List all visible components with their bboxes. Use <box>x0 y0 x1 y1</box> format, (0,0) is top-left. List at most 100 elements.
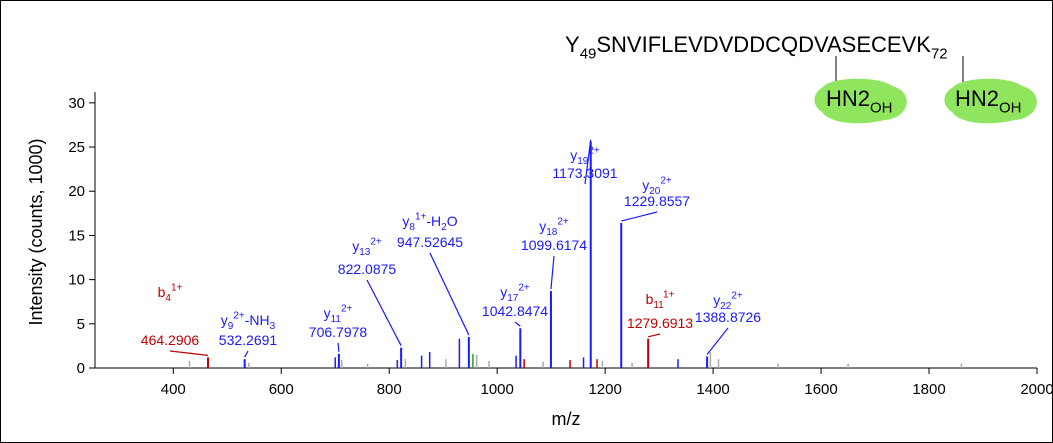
text-part: OH <box>870 100 893 117</box>
text-part: 2+ <box>660 176 672 187</box>
peak-mz: 1173.3091 <box>552 165 617 181</box>
peak-mz: 1042.8474 <box>482 303 548 319</box>
text-part: y <box>402 213 409 229</box>
text-part: y <box>642 177 649 193</box>
text-part: 1+ <box>415 212 427 223</box>
x-tick-label: 1800 <box>912 381 945 398</box>
leader-line <box>648 333 661 338</box>
text-part: y <box>570 147 577 163</box>
text-part: y <box>500 284 507 300</box>
text-part: -H <box>426 213 441 229</box>
leader-line <box>429 252 470 336</box>
leader-line <box>706 327 729 355</box>
text-part: 2+ <box>731 291 743 302</box>
y-tick-label: 20 <box>68 183 85 200</box>
peak-mz: 1279.6913 <box>627 315 693 331</box>
text-part: SNVIFLEVDVDDCQDVASECEVK <box>596 32 931 57</box>
peak-label: y222+ <box>713 291 743 313</box>
text-part: 49 <box>580 46 597 63</box>
peak-label: y112+ <box>324 304 353 326</box>
y-tick-label: 0 <box>77 360 85 377</box>
text-part: y <box>539 218 546 234</box>
x-tick-label: 1000 <box>480 381 513 398</box>
text-part: OH <box>999 100 1022 117</box>
text-part: 1+ <box>663 290 675 301</box>
peak-label: y172+ <box>500 283 530 305</box>
text-part: 2+ <box>518 283 530 294</box>
peak-label: b111+ <box>646 290 675 312</box>
peak-label: y202+ <box>642 176 672 198</box>
text-part: HN2 <box>826 86 870 111</box>
modification-label: HN2OH <box>955 86 1022 117</box>
y-tick-label: 10 <box>68 272 85 289</box>
x-axis-label: m/z <box>552 409 581 429</box>
text-part: y <box>221 312 228 328</box>
peak-label: y182+ <box>539 217 569 239</box>
x-tick-label: 800 <box>377 381 402 398</box>
text-part: 11 <box>653 300 664 311</box>
x-tick-label: 2000 <box>1020 381 1053 398</box>
peak-label: y132+ <box>352 237 382 259</box>
peak-mz: 822.0875 <box>338 261 397 277</box>
y-axis-label: Intensity (counts, 1000) <box>26 138 46 325</box>
text-part: b <box>158 284 166 300</box>
y-tick-label: 30 <box>68 95 85 112</box>
y-tick-label: 25 <box>68 139 85 156</box>
leader-line <box>244 350 249 358</box>
peptide-sequence: Y49SNVIFLEVDVDDCQDVASECEVK72 <box>565 32 948 63</box>
x-tick-label: 1400 <box>696 381 729 398</box>
y-tick-label: 15 <box>68 227 85 244</box>
text-part: y <box>324 305 331 321</box>
text-part: 11 <box>331 314 342 325</box>
text-part: 13 <box>359 247 371 258</box>
text-part: 17 <box>507 293 519 304</box>
mod-blob <box>944 78 1037 124</box>
text-part: y <box>713 292 720 308</box>
peak-mz: 464.2906 <box>141 332 200 348</box>
text-part: y <box>352 238 359 254</box>
leader-line <box>366 279 402 346</box>
text-part: Y <box>565 32 580 57</box>
text-part: 72 <box>931 46 948 63</box>
peak-label: y81+-H2O <box>402 212 457 234</box>
leader-line <box>550 255 555 290</box>
text-part: b <box>646 291 654 307</box>
peak-mz: 1388.8726 <box>695 309 761 325</box>
text-part: 8 <box>409 222 415 233</box>
leader-line <box>621 211 658 222</box>
text-part: 1+ <box>171 283 183 294</box>
text-part: 9 <box>228 321 234 332</box>
text-part: 3 <box>270 321 276 332</box>
leader-line <box>169 350 209 356</box>
text-part: 22 <box>720 301 732 312</box>
peak-mz: 1099.6174 <box>521 237 587 253</box>
y-tick-label: 5 <box>77 316 85 333</box>
leader-line <box>337 342 340 352</box>
x-tick-label: 400 <box>161 381 186 398</box>
x-tick-label: 1600 <box>804 381 837 398</box>
peak-label: y192+ <box>570 146 600 168</box>
text-part: 2+ <box>341 304 353 315</box>
text-part: 4 <box>165 293 171 304</box>
peak-label: y92+-NH3 <box>221 311 276 333</box>
modification-label: HN2OH <box>826 86 893 117</box>
text-part: 2 <box>441 222 447 233</box>
text-part: 19 <box>577 156 589 167</box>
peak-mz: 532.2691 <box>219 332 278 348</box>
text-part: 2+ <box>557 217 569 228</box>
mod-blob <box>814 78 907 124</box>
text-part: HN2 <box>955 86 999 111</box>
peak-label: b41+ <box>158 283 183 305</box>
text-part: 18 <box>546 227 558 238</box>
x-tick-label: 600 <box>269 381 294 398</box>
leader-line <box>584 139 592 185</box>
text-part: 2+ <box>233 311 245 322</box>
text-part: 2+ <box>588 146 600 157</box>
peak-mz: 947.52645 <box>397 234 463 250</box>
text-part: O <box>447 213 458 229</box>
text-part: 2+ <box>370 237 382 248</box>
text-part: -NH <box>245 312 270 328</box>
peak-mz: 1229.8557 <box>624 193 690 209</box>
